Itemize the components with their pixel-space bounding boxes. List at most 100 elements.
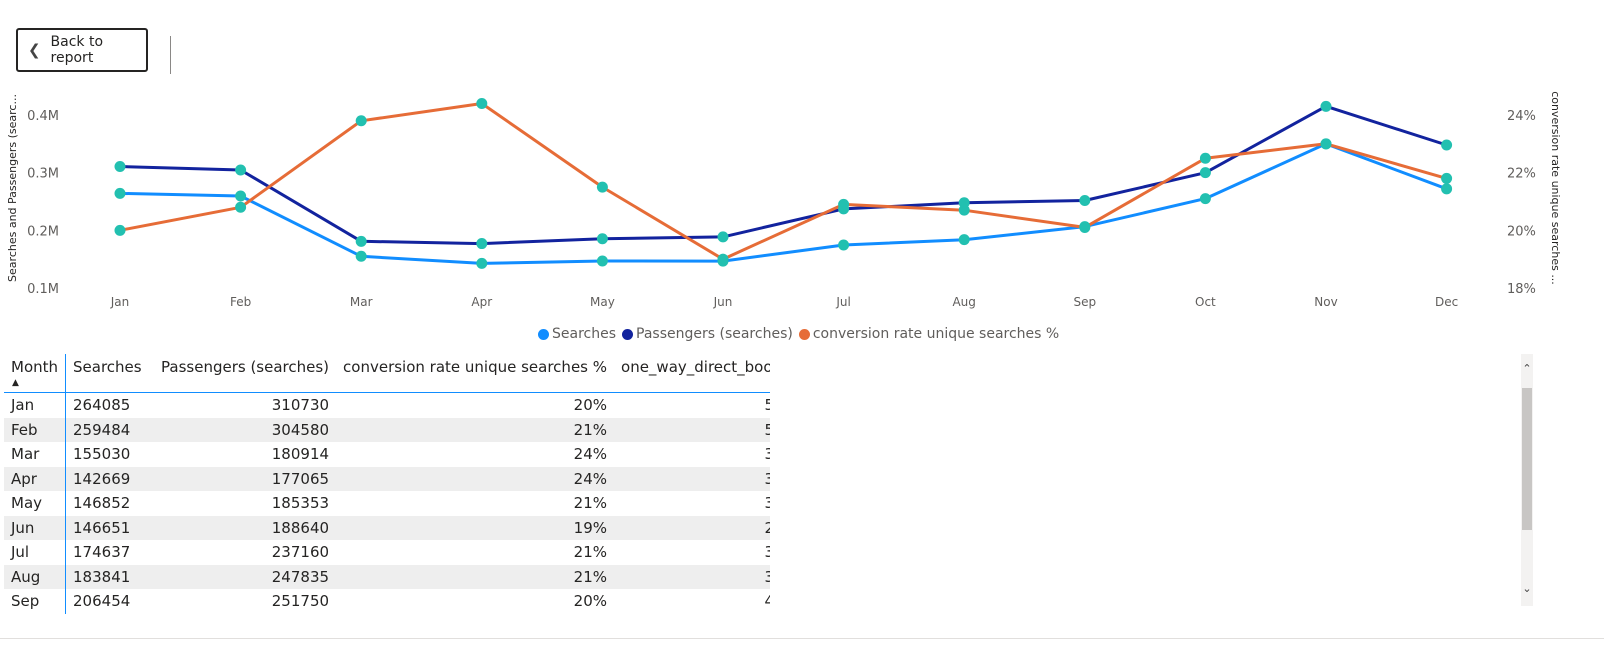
x-tick: Aug <box>952 295 975 309</box>
table-cell: 155030 <box>73 445 131 464</box>
table-cell: 177065 <box>271 469 330 488</box>
table-cell: 24% <box>573 445 608 464</box>
legend-marker <box>538 328 549 340</box>
table-cell: 146651 <box>73 518 131 537</box>
data-point-marker <box>1199 167 1211 179</box>
data-point-marker <box>596 255 608 267</box>
table-cell: 36428 <box>764 543 770 562</box>
table-cell: 19% <box>573 518 608 537</box>
x-tick: Oct <box>1195 295 1216 309</box>
table-row: Jun 146651 188640 19% 27807 <box>4 515 770 540</box>
table-cell: 247835 <box>271 567 330 586</box>
x-tick: Jan <box>110 295 130 309</box>
table-cell: 146852 <box>73 494 131 513</box>
table-cell: 27807 <box>764 518 770 537</box>
back-to-report-label: Back to report <box>50 34 104 66</box>
data-point-marker <box>476 97 488 109</box>
table-row: Jan 264085 310730 20% 52895 <box>4 392 770 418</box>
legend-item-passengers[interactable]: Passengers (searches) <box>622 326 793 342</box>
x-tick: Feb <box>230 295 251 309</box>
data-point-marker <box>355 115 367 127</box>
y-right-tick: 24% <box>1507 109 1536 124</box>
legend-item-conversion-rate[interactable]: conversion rate unique searches % <box>798 326 1060 342</box>
data-point-marker <box>717 231 729 243</box>
data-point-marker <box>838 239 850 251</box>
legend-label: Searches <box>552 326 617 342</box>
table-cell: 237160 <box>271 543 330 562</box>
table-cell: 37951 <box>764 567 770 586</box>
chevron-up-icon[interactable]: ⌃ <box>1522 362 1532 375</box>
table-cell: 24% <box>573 469 608 488</box>
data-point-marker <box>235 201 247 213</box>
legend-label: conversion rate unique searches % <box>812 326 1060 342</box>
y-right-tick: 22% <box>1507 167 1536 182</box>
table-cell: 264085 <box>73 396 131 415</box>
table-cell: Mar <box>4 442 67 467</box>
data-point-marker <box>1199 152 1211 164</box>
table-cell: 21% <box>573 543 608 562</box>
passengers-line <box>119 104 1448 246</box>
table-cell: 53881 <box>764 420 770 439</box>
table-cell: 185353 <box>271 494 330 513</box>
data-point-marker <box>958 234 970 246</box>
table-cell: 188640 <box>271 518 330 537</box>
data-point-marker <box>1441 172 1453 184</box>
data-point-marker <box>114 224 126 236</box>
sort-ascending-icon[interactable]: ▲ <box>12 378 19 388</box>
x-tick: Dec <box>1435 295 1458 309</box>
data-point-marker <box>114 160 126 172</box>
column-header[interactable]: one_way_direct_bookings <box>621 358 770 376</box>
table-cell: 251750 <box>271 592 330 611</box>
column-header[interactable]: Searches <box>73 358 142 376</box>
table-cell: Jan <box>4 392 67 418</box>
y-left-tick: 0.3M <box>27 167 59 182</box>
conversion-rate-line <box>119 102 1448 261</box>
line-chart: 0.1M 0.2M 0.3M 0.4M 18% 20% 22% 24% Searches and… <box>6 91 1562 309</box>
x-tick: Mar <box>350 295 373 309</box>
table-cell: 31487 <box>764 494 770 513</box>
x-tick: Jun <box>713 295 733 309</box>
table-cell: 142669 <box>73 469 131 488</box>
data-point-marker <box>235 164 247 176</box>
back-to-report-button[interactable]: ❮ Back to report <box>16 28 148 72</box>
legend-item-searches[interactable]: Searches <box>538 326 616 342</box>
table-cell: 259484 <box>73 420 131 439</box>
data-point-marker <box>1441 139 1453 151</box>
legend-label: Passengers (searches) <box>636 326 793 342</box>
chevron-left-icon: ❮ <box>27 41 41 59</box>
data-point-marker <box>1079 221 1091 233</box>
y-left-axis-title: Searches and Passengers (searc... <box>6 94 19 282</box>
chevron-down-icon[interactable]: ⌄ <box>1522 582 1532 595</box>
y-left-tick: 0.2M <box>27 224 59 239</box>
table-row: Apr 142669 177065 24% 34698 <box>4 466 770 491</box>
x-tick: Nov <box>1314 295 1337 309</box>
table-cell: 21% <box>573 420 608 439</box>
data-point-marker <box>596 181 608 193</box>
table-cell: Feb <box>4 417 67 442</box>
column-header[interactable]: conversion rate unique searches % <box>343 358 608 376</box>
column-header[interactable]: Month ▲ <box>4 354 67 393</box>
searches-line <box>119 142 1448 265</box>
data-point-marker <box>1079 194 1091 206</box>
data-point-marker <box>1320 138 1332 150</box>
table-cell: 20% <box>573 592 608 611</box>
legend-marker <box>798 328 810 340</box>
table-cell: 310730 <box>271 396 330 415</box>
data-point-marker <box>476 257 488 269</box>
table-cell: Jun <box>4 515 67 540</box>
table-header-row: Month ▲ Searches Passengers (searches) conve… <box>4 354 770 393</box>
data-table: Month ▲ Searches Passengers (searches) conve… <box>4 354 770 616</box>
table-row: Sep 206454 251750 20% 41605 <box>4 589 770 614</box>
data-point-marker <box>476 238 488 250</box>
x-tick: Jul <box>835 295 850 309</box>
x-tick: Apr <box>471 295 492 309</box>
x-tick: Sep <box>1073 295 1096 309</box>
column-header[interactable]: Passengers (searches) <box>161 358 330 376</box>
data-point-marker <box>1441 183 1453 195</box>
data-point-marker <box>1199 193 1211 205</box>
table-cell: 20% <box>573 396 608 415</box>
data-point-marker <box>355 250 367 262</box>
data-point-marker <box>838 198 850 210</box>
table-scrollbar-thumb[interactable] <box>1522 388 1532 530</box>
data-point-marker <box>355 235 367 247</box>
